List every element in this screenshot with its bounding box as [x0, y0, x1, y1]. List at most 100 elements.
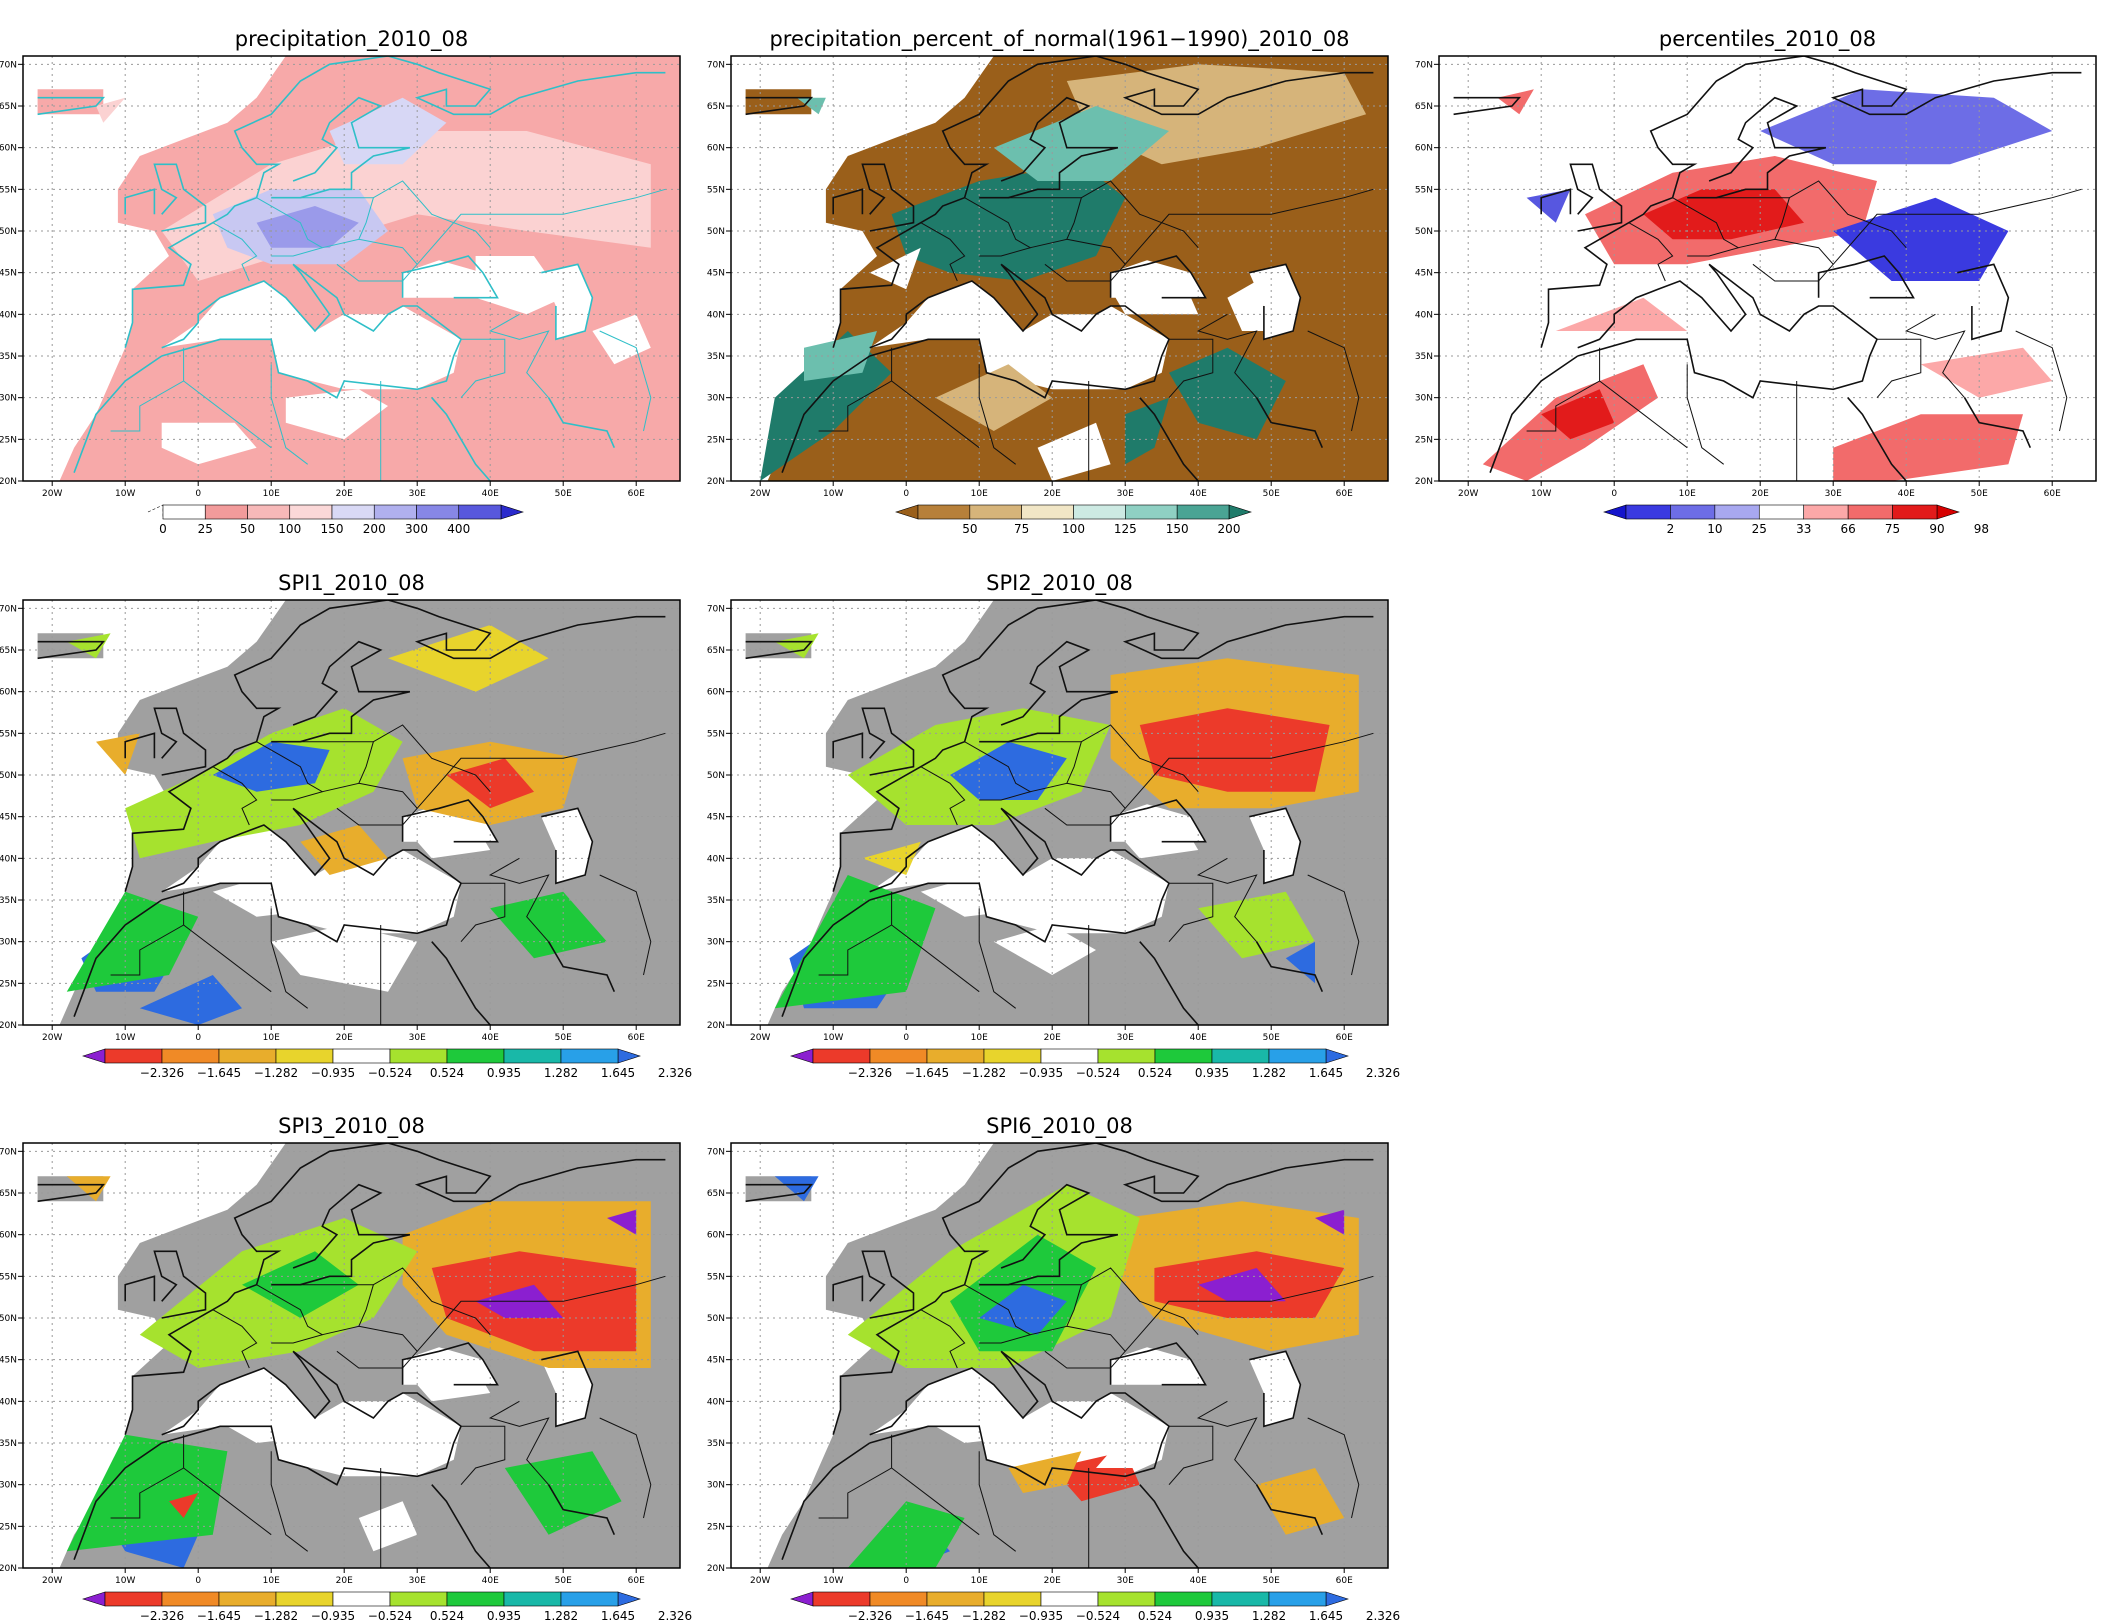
- colorbar-cell: [926, 1591, 985, 1607]
- colorbar-label: −1.282: [962, 1609, 1006, 1620]
- colorbar-cell: [1211, 1048, 1270, 1064]
- missing-data: [1037, 422, 1111, 481]
- colorbar-high-arrow: [1228, 504, 1252, 520]
- colorbar-cell: [1714, 504, 1760, 520]
- colorbar-cell: [926, 1048, 985, 1064]
- map-frame: [22, 599, 681, 1026]
- colorbar-label: 50: [962, 522, 977, 536]
- colorbar-cell: [373, 504, 417, 520]
- sea-mask: [1818, 260, 1914, 298]
- sea-mask: [1249, 1351, 1301, 1427]
- lat-tick-label: 55N: [1415, 185, 1433, 195]
- colorbar-label: 25: [198, 522, 213, 536]
- colorbar: −2.326 −1.645 −1.282 −0.935 −0.524 0.524 0.935…: [82, 1048, 692, 1080]
- panel-title: SPI1_2010_08: [278, 571, 425, 596]
- colorbar-label: 1.645: [1309, 1066, 1343, 1080]
- lon-tick-label: 10W: [1531, 489, 1551, 499]
- lon-tick-label: 40E: [482, 1576, 499, 1586]
- lon-tick-label: 10W: [823, 1576, 843, 1586]
- colorbar: −2.326 −1.645 −1.282 −0.935 −0.524 0.524 0.935…: [82, 1591, 692, 1623]
- missing-data: [285, 389, 388, 440]
- colorbar-cell: [869, 1591, 928, 1607]
- map-panel-percentiles: percentiles_2010_08 70N 65N 60N 55N 50N 45N 40N…: [1415, 27, 2097, 536]
- colorbar-label: −2.326: [848, 1066, 892, 1080]
- lon-tick-label: 10E: [263, 489, 280, 499]
- colorbar-low-arrow: [1603, 504, 1627, 520]
- lon-tick-label: 0: [1611, 489, 1617, 499]
- country-borders: [818, 1267, 1374, 1568]
- lon-tick-label: 20W: [42, 1033, 62, 1043]
- colorbar-label: 0.524: [1138, 1609, 1172, 1620]
- colorbar-label: 2.326: [658, 1609, 692, 1620]
- country-borders: [818, 180, 1374, 481]
- missing-data: [161, 422, 257, 465]
- lon-tick-label: 20W: [750, 489, 770, 499]
- colorbar-cell: [162, 504, 206, 520]
- colorbar-label: 0.935: [487, 1609, 521, 1620]
- lat-tick-label: 40N: [0, 854, 17, 864]
- colorbar-cell: [458, 504, 502, 520]
- colorbar-label: 0.524: [430, 1609, 464, 1620]
- lat-tick-label: 40N: [707, 310, 725, 320]
- lat-tick-label: 25N: [0, 1522, 17, 1532]
- lat-tick-label: 65N: [707, 646, 725, 656]
- lon-tick-label: 0: [195, 1033, 201, 1043]
- lon-tick-label: 50E: [555, 489, 572, 499]
- lat-tick-label: 65N: [0, 102, 17, 112]
- colorbar-label: −0.524: [1076, 1609, 1120, 1620]
- colorbar-label: 100: [1062, 522, 1085, 536]
- lon-tick-label: 40E: [1898, 489, 1915, 499]
- lat-tick-label: 60N: [707, 1231, 725, 1241]
- lat-tick-label: 65N: [707, 102, 725, 112]
- colorbar-cell: [446, 1048, 505, 1064]
- colorbar-cell: [969, 504, 1022, 520]
- field-contour: [1008, 1451, 1082, 1493]
- sea-mask: [1957, 264, 2009, 340]
- lat-tick-label: 70N: [707, 1147, 725, 1157]
- colorbar-label: 2.326: [658, 1066, 692, 1080]
- lat-tick-label: 20N: [707, 1021, 725, 1031]
- colorbar-label: −1.645: [197, 1609, 241, 1620]
- field-contour: [300, 825, 388, 875]
- colorbar: 2 10 25 33 66 75 90 98: [1603, 504, 1989, 536]
- colorbar-label: 33: [1796, 522, 1811, 536]
- colorbar-label: −1.645: [905, 1066, 949, 1080]
- colorbar-low-arrow: [82, 1591, 106, 1607]
- field-contour: [446, 758, 534, 809]
- lat-tick-label: 30N: [707, 938, 725, 948]
- field-contour: [1643, 189, 1804, 240]
- lat-tick-label: 55N: [0, 185, 17, 195]
- colorbar-cell: [332, 1591, 391, 1607]
- lon-tick-label: 60E: [1336, 489, 1353, 499]
- data-field: [23, 600, 680, 1025]
- colorbar-label: 1.282: [544, 1066, 578, 1080]
- field-contour: [774, 875, 936, 1009]
- colorbar-label: −1.282: [254, 1609, 298, 1620]
- colorbar-high-arrow: [1936, 504, 1960, 520]
- colorbar-label: −1.645: [197, 1066, 241, 1080]
- lat-tick-label: 65N: [0, 646, 17, 656]
- colorbar-label: 1.645: [601, 1066, 635, 1080]
- panel-title: precipitation_percent_of_normal(1961−199…: [769, 27, 1349, 52]
- colorbar-cell: [1758, 504, 1805, 520]
- field-contour: [490, 891, 607, 959]
- colorbar-cell: [1021, 504, 1074, 520]
- lon-tick-label: 0: [195, 489, 201, 499]
- colorbar-cell: [1670, 504, 1716, 520]
- colorbar-label: 1.645: [1309, 1609, 1343, 1620]
- lon-tick-label: 30E: [409, 1576, 426, 1586]
- field-contour: [774, 633, 819, 659]
- lat-tick-label: 45N: [0, 269, 17, 279]
- lon-tick-label: 20E: [1044, 1576, 1061, 1586]
- map-frame: [730, 1142, 1389, 1569]
- panel-title: precipitation_2010_08: [235, 27, 468, 52]
- coastlines: [745, 1143, 1374, 1568]
- lat-tick-label: 35N: [707, 896, 725, 906]
- colorbar-low-arrow: [790, 1048, 814, 1064]
- field-contour: [1125, 397, 1169, 465]
- field-contour: [1526, 189, 1571, 223]
- lat-tick-label: 40N: [707, 854, 725, 864]
- lon-tick-label: 30E: [1117, 1576, 1134, 1586]
- colorbar-cell: [1073, 504, 1126, 520]
- lat-tick-label: 25N: [0, 435, 17, 445]
